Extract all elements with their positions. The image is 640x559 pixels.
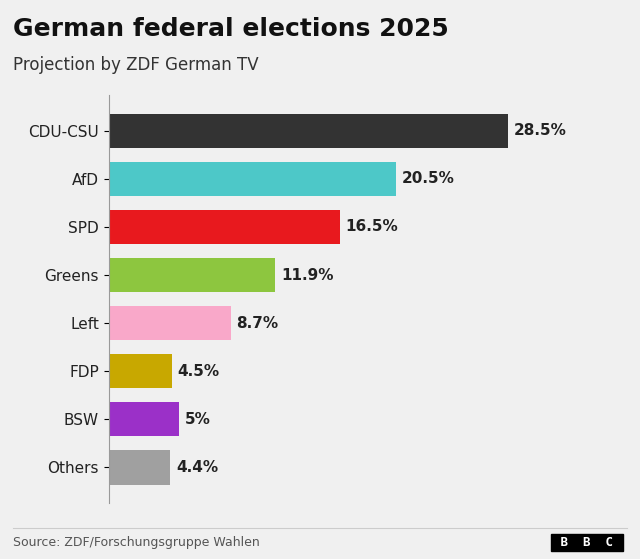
Text: 20.5%: 20.5% (401, 172, 454, 187)
Bar (109, 402, 179, 437)
Bar (109, 113, 508, 148)
Text: 8.7%: 8.7% (236, 316, 278, 330)
Text: 5%: 5% (184, 411, 211, 427)
Bar (109, 354, 172, 389)
Bar (109, 450, 170, 485)
Bar (109, 162, 396, 196)
Text: 11.9%: 11.9% (281, 268, 333, 282)
Bar (109, 258, 275, 292)
Text: Source: ZDF/Forschungsgruppe Wahlen: Source: ZDF/Forschungsgruppe Wahlen (13, 536, 260, 549)
Text: 16.5%: 16.5% (346, 220, 398, 234)
Text: 4.5%: 4.5% (177, 364, 220, 378)
Bar (109, 210, 340, 244)
Text: German federal elections 2025: German federal elections 2025 (13, 17, 449, 41)
Bar (109, 306, 230, 340)
Text: 4.4%: 4.4% (176, 459, 218, 475)
Text: Projection by ZDF German TV: Projection by ZDF German TV (13, 56, 259, 74)
Text: 28.5%: 28.5% (513, 124, 566, 139)
Text: B  B  C: B B C (554, 536, 621, 549)
